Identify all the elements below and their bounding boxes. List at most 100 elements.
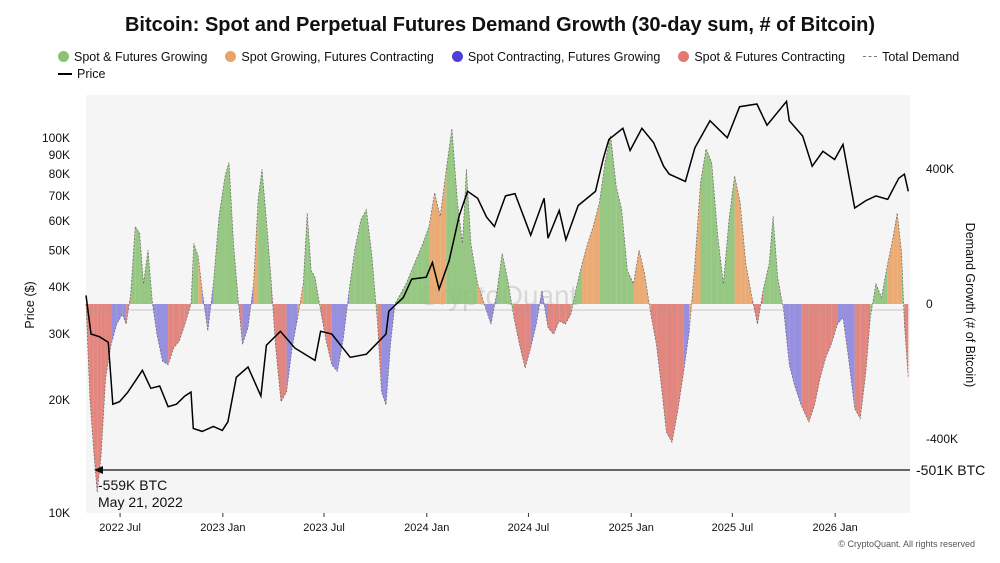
demand-area-segment	[466, 169, 471, 304]
demand-area-segment	[411, 256, 418, 304]
demand-area-segment	[116, 304, 123, 325]
demand-area-segment	[485, 304, 491, 325]
copyright-text: © CryptoQuant. All rights reserved	[838, 539, 975, 549]
demand-area-segment	[530, 304, 537, 348]
right-axis-label: Demand Growth (# of Bitcoin)	[963, 223, 977, 388]
demand-area-segment	[213, 216, 219, 304]
demand-area-segment	[286, 304, 293, 392]
annotation-min-date: May 21, 2022	[98, 494, 183, 510]
demand-area-segment	[789, 304, 795, 385]
demand-area-segment	[769, 216, 774, 304]
left-tick-label: 80K	[49, 167, 70, 181]
demand-area-segment	[111, 304, 117, 345]
demand-area-segment	[513, 304, 520, 345]
demand-area-segment	[820, 304, 826, 379]
demand-area-segment	[582, 243, 588, 304]
demand-area-segment	[717, 236, 724, 304]
demand-area-segment	[865, 304, 871, 372]
demand-area-segment	[429, 192, 435, 304]
legend-row-2: Price	[58, 65, 978, 82]
demand-area-segment	[156, 304, 163, 362]
demand-area-segment	[848, 304, 855, 409]
demand-area-segment	[470, 243, 478, 304]
demand-area-segment	[904, 304, 909, 379]
demand-area-segment	[751, 297, 758, 325]
demand-area-segment	[610, 135, 617, 304]
annotation-min-demand: -559K BTC	[98, 477, 167, 493]
legend-dot-orange	[225, 51, 237, 62]
demand-area-segment	[650, 304, 657, 345]
legend-item-price[interactable]: Price	[58, 67, 105, 81]
demand-area-segment	[135, 226, 140, 304]
demand-area-segment	[307, 213, 312, 304]
demand-area-segment	[275, 304, 281, 402]
demand-area-segment	[173, 304, 180, 348]
demand-area-segment	[553, 304, 560, 335]
legend-label: Price	[77, 66, 106, 81]
demand-area-segment	[773, 216, 778, 304]
chart-title: Bitcoin: Spot and Perpetual Futures Dema…	[124, 14, 876, 36]
demand-area-segment	[360, 209, 367, 304]
demand-area-segment	[711, 162, 718, 304]
left-tick-label: 50K	[49, 244, 70, 258]
demand-area-segment	[801, 304, 809, 422]
demand-area-segment	[700, 148, 707, 304]
demand-area-segment	[627, 270, 634, 304]
x-tick-label: 2023 Jan	[200, 522, 245, 534]
x-tick-label: 2024 Jan	[404, 522, 449, 534]
legend-item-spot-futures-growing[interactable]: Spot & Futures Growing	[58, 50, 207, 64]
legend-dot-blue	[451, 51, 463, 62]
demand-area-segment	[706, 148, 712, 304]
demand-area-segment	[887, 236, 894, 304]
demand-area-segment	[548, 304, 554, 335]
demand-area-segment	[354, 219, 361, 304]
demand-area-segment	[843, 304, 849, 358]
x-tick-label: 2025 Jul	[712, 522, 754, 534]
right-tick-label: 400K	[926, 162, 954, 176]
demand-area-segment	[565, 304, 571, 325]
left-tick-label: 40K	[49, 280, 70, 294]
price-line	[85, 99, 910, 433]
legend-label: Spot Contracting, Futures Growing	[467, 49, 661, 64]
demand-area-segment	[507, 280, 514, 318]
demand-area-segment	[337, 304, 344, 372]
legend-dot-green	[58, 51, 69, 62]
x-tick-label: 2022 Jul	[99, 522, 141, 534]
demand-area-segment	[723, 219, 729, 304]
legend-item-spot-growing-futures-contracting[interactable]: Spot Growing, Futures Contracting	[225, 50, 434, 64]
demand-area-segment	[666, 304, 672, 443]
demand-area-segment	[179, 304, 185, 342]
demand-area-segment	[599, 162, 605, 304]
demand-area-segment	[536, 290, 542, 325]
demand-area-segment	[576, 263, 583, 304]
demand-area-segment	[893, 213, 898, 304]
demand-area-segment	[417, 243, 423, 304]
legend-item-spot-contracting-futures-growing[interactable]: Spot Contracting, Futures Growing	[451, 49, 661, 64]
demand-area-segment	[266, 219, 271, 304]
demand-area-segment	[89, 304, 94, 453]
x-tick-label: 2026 Jan	[812, 522, 857, 534]
demand-area-segment	[446, 128, 452, 304]
legend-item-spot-futures-contracting[interactable]: Spot & Futures Contracting	[678, 50, 845, 64]
left-axis-ticks: 10K 20K 30K 40K 50K 60K 70K 80K 90K 100K	[42, 131, 70, 520]
demand-area-segment	[311, 270, 315, 304]
demand-area-segment	[605, 135, 611, 304]
demand-area-segment	[198, 256, 203, 304]
demand-area-segment	[677, 304, 684, 412]
demand-area-segment	[794, 304, 802, 406]
demand-area-segment	[814, 304, 821, 406]
demand-area-segment	[777, 277, 784, 311]
legend-item-total-demand[interactable]: Total Demand	[863, 50, 959, 64]
left-tick-label: 20K	[49, 393, 70, 407]
demand-area-segment	[616, 186, 622, 304]
demand-area-segment	[897, 213, 902, 304]
demand-area-segment	[326, 304, 332, 365]
left-axis-label: Price ($)	[23, 281, 37, 328]
x-axis-ticks: 2022 Jul 2023 Jan 2023 Jul 2024 Jan 2024 Jul…	[99, 513, 858, 534]
demand-area-segment	[242, 304, 248, 345]
demand-area-segment	[292, 304, 298, 348]
demand-area-segment	[451, 128, 458, 304]
legend-label: Total Demand	[882, 49, 960, 64]
legend-label: Spot & Futures Growing	[74, 49, 208, 64]
